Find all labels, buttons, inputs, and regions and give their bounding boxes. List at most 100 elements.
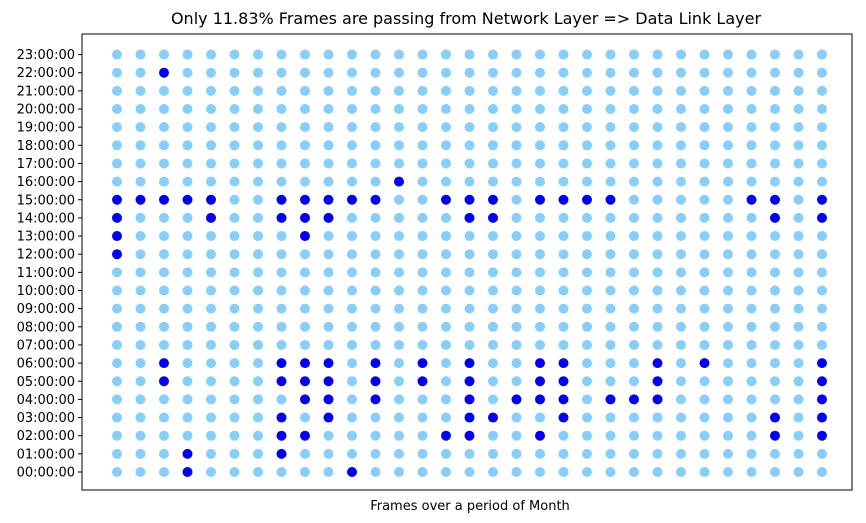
frame-point xyxy=(699,140,710,151)
passing-frame-point xyxy=(323,212,334,223)
frame-point xyxy=(182,430,193,441)
frame-point xyxy=(206,303,216,314)
frame-point xyxy=(229,285,240,296)
frame-point xyxy=(817,321,827,332)
frame-point xyxy=(793,212,804,223)
frame-point xyxy=(135,412,146,423)
frame-point xyxy=(723,249,733,260)
frame-point xyxy=(135,122,146,133)
frame-point xyxy=(582,267,592,278)
frame-point xyxy=(629,158,639,169)
frame-point xyxy=(370,85,381,96)
passing-frame-point xyxy=(206,194,216,205)
frame-point xyxy=(276,249,287,260)
frame-point xyxy=(276,104,287,114)
frame-point xyxy=(300,339,310,350)
frame-point xyxy=(323,285,334,296)
frame-point xyxy=(394,412,404,423)
frame-point xyxy=(535,67,545,78)
frame-point xyxy=(370,158,381,169)
frame-point xyxy=(699,104,710,114)
frame-point xyxy=(441,140,451,151)
frame-point xyxy=(394,267,404,278)
frame-point xyxy=(558,85,569,96)
frame-point xyxy=(253,49,263,60)
passing-frame-point xyxy=(770,212,780,223)
passing-frame-point xyxy=(323,376,334,387)
frame-point xyxy=(370,176,381,187)
frame-point xyxy=(605,67,616,78)
frame-point xyxy=(582,249,592,260)
frame-point xyxy=(770,358,780,369)
frame-point xyxy=(629,49,639,60)
frame-point xyxy=(629,140,639,151)
frame-point xyxy=(699,85,710,96)
frame-point xyxy=(112,158,122,169)
frame-point xyxy=(135,85,146,96)
frame-point xyxy=(770,122,780,133)
frame-point xyxy=(558,231,569,242)
frame-point xyxy=(323,303,334,314)
frame-point xyxy=(441,412,451,423)
y-tick-label: 06:00:00 xyxy=(17,357,75,372)
frame-point xyxy=(182,122,193,133)
frame-point xyxy=(817,285,827,296)
passing-frame-point xyxy=(347,467,357,477)
frame-point xyxy=(723,267,733,278)
frame-point xyxy=(417,249,428,260)
frame-point xyxy=(629,231,639,242)
frame-point xyxy=(723,285,733,296)
frame-point xyxy=(723,467,733,477)
passing-frame-point xyxy=(135,194,146,205)
frame-point xyxy=(793,158,804,169)
frame-point xyxy=(347,85,357,96)
y-tick-label: 17:00:00 xyxy=(17,157,75,172)
frame-point xyxy=(253,85,263,96)
frame-point xyxy=(676,104,686,114)
frame-point xyxy=(135,285,146,296)
frame-point xyxy=(229,339,240,350)
passing-frame-point xyxy=(182,467,193,477)
frame-point xyxy=(112,285,122,296)
frame-point xyxy=(723,321,733,332)
frame-point xyxy=(300,412,310,423)
frame-point xyxy=(182,249,193,260)
frame-point xyxy=(676,339,686,350)
frame-point xyxy=(770,231,780,242)
frame-point xyxy=(347,158,357,169)
frame-point xyxy=(206,448,216,459)
frame-point xyxy=(582,467,592,477)
frame-point xyxy=(159,104,169,114)
y-tick-label: 08:00:00 xyxy=(17,320,75,335)
frame-point xyxy=(300,249,310,260)
frame-point xyxy=(182,285,193,296)
frame-point xyxy=(511,448,522,459)
passing-frame-point xyxy=(464,194,475,205)
frame-point xyxy=(182,412,193,423)
frame-point xyxy=(511,194,522,205)
frame-point xyxy=(135,358,146,369)
frame-point xyxy=(464,467,475,477)
frame-point xyxy=(605,339,616,350)
frame-point xyxy=(676,158,686,169)
frame-point xyxy=(699,394,710,405)
passing-frame-point xyxy=(159,376,169,387)
frame-point xyxy=(441,394,451,405)
frame-point xyxy=(323,339,334,350)
frame-point xyxy=(135,303,146,314)
frame-point xyxy=(817,231,827,242)
frame-point xyxy=(159,212,169,223)
frame-point xyxy=(511,267,522,278)
frame-point xyxy=(112,85,122,96)
frame-point xyxy=(629,122,639,133)
frame-point xyxy=(652,339,663,350)
frame-point xyxy=(770,321,780,332)
y-tick-label: 09:00:00 xyxy=(17,302,75,317)
frame-point xyxy=(464,176,475,187)
frame-point xyxy=(793,412,804,423)
frame-point xyxy=(605,176,616,187)
frame-point xyxy=(276,267,287,278)
frame-point xyxy=(582,376,592,387)
frame-point xyxy=(582,158,592,169)
frame-point xyxy=(629,430,639,441)
